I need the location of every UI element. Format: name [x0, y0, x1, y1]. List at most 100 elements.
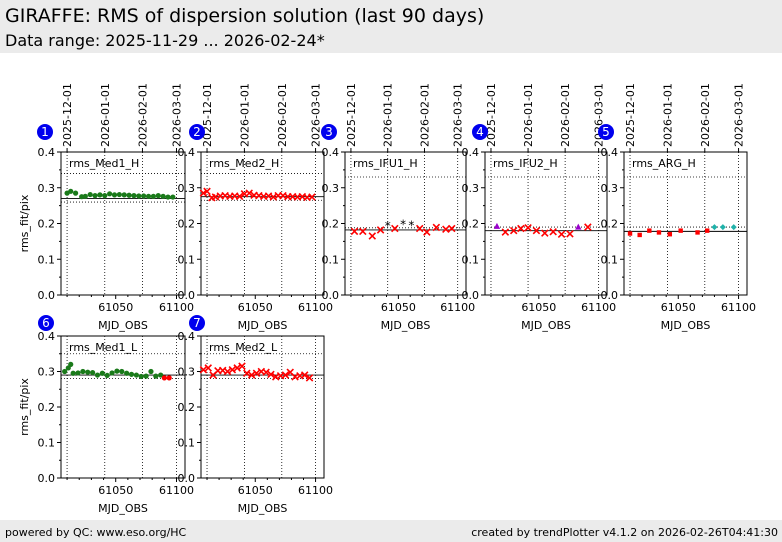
chart-panel: 0.0 0.1 0.2 0.3 0.4 61050 61100 MJD_OBS 2025-12-… — [321, 83, 475, 332]
y-tick-label: 0.0 — [462, 289, 480, 302]
data-point — [509, 226, 518, 235]
plot-frame — [484, 151, 608, 296]
data-point — [235, 192, 244, 201]
y-tick-label: 0.0 — [322, 289, 340, 302]
y-tick-label: 0.2 — [178, 401, 196, 414]
data-point — [557, 230, 566, 238]
data-point — [143, 373, 149, 379]
data-point — [133, 372, 139, 378]
x-tick-label: 61050 — [98, 484, 133, 497]
date-tick-label: 2026-03-01 — [733, 83, 746, 147]
data-point — [99, 370, 105, 376]
data-point — [647, 228, 652, 233]
data-point — [359, 227, 367, 236]
badge-icon — [37, 124, 53, 140]
data-point — [165, 194, 171, 200]
y-tick-label: 0.4 — [178, 330, 196, 343]
x-axis-label: MJD_OBS — [98, 319, 148, 332]
y-tick-label: 0.1 — [38, 437, 56, 450]
data-point — [415, 224, 424, 233]
date-tick-label: 2026-02-01 — [136, 83, 149, 147]
page-subtitle: Data range: 2025-11-29 ... 2026-02-24* — [5, 31, 325, 50]
data-point — [203, 187, 211, 196]
date-tick-label: 2026-01-01 — [522, 83, 535, 147]
data-point — [532, 226, 541, 235]
y-tick-label: 0.1 — [462, 253, 480, 266]
y-tick-label: 0.1 — [178, 253, 196, 266]
y-tick-label: 0.2 — [38, 401, 56, 414]
data-point — [637, 232, 642, 238]
date-tick-label: 2025-12-01 — [624, 83, 637, 147]
plot-frame — [60, 335, 186, 479]
data-point — [566, 230, 574, 238]
x-axis-label: MJD_OBS — [381, 319, 431, 332]
badge-number: 1 — [41, 125, 49, 139]
data-point — [549, 227, 557, 236]
badge-number: 3 — [325, 125, 333, 139]
data-point — [62, 368, 68, 375]
data-point — [223, 367, 232, 376]
x-tick-label: 61100 — [298, 484, 333, 497]
y-tick-label: 0.0 — [38, 289, 56, 302]
x-tick-label: 61050 — [238, 484, 273, 497]
date-tick-label: 2026-02-01 — [559, 83, 572, 147]
data-point — [124, 370, 130, 376]
data-point — [252, 369, 261, 378]
date-tick-label: 2026-03-01 — [310, 83, 323, 147]
data-point — [166, 375, 172, 381]
plot-frame — [623, 151, 748, 296]
badge-number: 5 — [602, 125, 610, 139]
y-tick-label: 0.4 — [601, 146, 619, 159]
chart-panel: 0.0 0.1 0.2 0.3 0.4 61050 61100 MJD_OBS 2025-12-… — [598, 83, 756, 332]
y-tick-label: 0.3 — [178, 366, 196, 379]
x-tick-label: 61100 — [440, 301, 475, 314]
badge-number: 2 — [193, 125, 201, 139]
data-point — [126, 192, 132, 198]
data-point — [87, 191, 93, 198]
data-point — [247, 371, 256, 379]
data-point — [442, 225, 450, 233]
y-tick-label: 0.3 — [601, 182, 619, 195]
data-point — [656, 230, 662, 235]
data-point — [128, 371, 135, 377]
badge-icon — [472, 124, 488, 140]
data-point — [238, 362, 246, 370]
data-point — [730, 224, 737, 231]
data-point — [517, 224, 525, 233]
data-point — [501, 228, 510, 236]
y-tick-label: 0.2 — [178, 218, 196, 231]
x-tick-label: 61100 — [159, 484, 194, 497]
y-tick-label: 0.1 — [322, 253, 340, 266]
data-point — [584, 223, 592, 231]
data-point — [493, 222, 501, 229]
date-tick-label: 2026-02-01 — [699, 83, 712, 147]
x-tick-label: 61100 — [581, 301, 616, 314]
plot-frame — [344, 151, 467, 296]
data-point — [575, 223, 582, 230]
date-tick-label: 2026-01-01 — [382, 83, 395, 147]
badge-number: 7 — [193, 316, 201, 330]
data-point — [233, 364, 241, 372]
data-point — [136, 193, 142, 199]
data-point — [111, 192, 118, 198]
y-tick-label: 0.3 — [462, 182, 480, 195]
data-point — [68, 188, 74, 194]
data-point — [92, 193, 98, 199]
x-tick-label: 61050 — [661, 301, 696, 314]
data-point — [94, 372, 101, 378]
data-point — [350, 227, 359, 236]
panel-label: rms_Med1_H — [69, 157, 139, 170]
chart-panel: 0.0 0.1 0.2 0.3 0.4 61050 61100 MJD_OBS 2025-12-… — [178, 83, 334, 332]
panel-label: rms_ARG_H — [632, 157, 696, 170]
data-point — [627, 231, 633, 236]
badge-icon — [189, 315, 205, 331]
panel-label: rms_IFU2_H — [493, 157, 558, 170]
badge-number: 6 — [42, 316, 50, 330]
data-point — [423, 228, 431, 236]
y-tick-label: 0.4 — [322, 146, 340, 159]
x-axis-label: MJD_OBS — [98, 502, 148, 515]
y-tick-label: 0.3 — [322, 182, 340, 195]
data-point — [695, 230, 700, 235]
data-point — [150, 193, 156, 199]
